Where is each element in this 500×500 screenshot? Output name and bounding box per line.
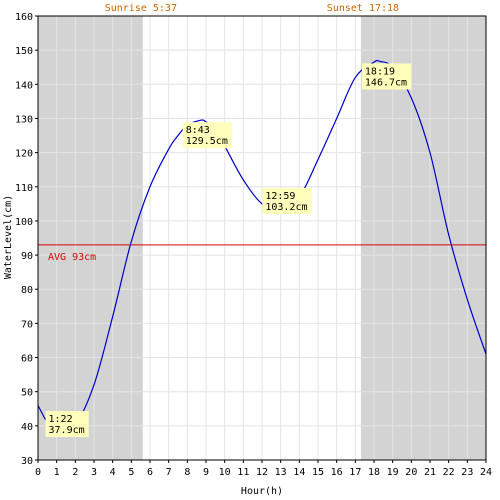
night-shade-evening — [360, 16, 486, 460]
x-tick-label: 22 — [443, 467, 455, 478]
x-tick-label: 17 — [349, 467, 361, 478]
night-shade-morning — [38, 16, 143, 460]
x-tick-label: 18 — [368, 467, 380, 478]
tide-label-time: 1:22 — [49, 414, 73, 425]
x-tick-label: 2 — [72, 467, 78, 478]
x-tick-label: 1 — [54, 467, 60, 478]
y-tick-label: 130 — [15, 114, 33, 125]
average-label: AVG 93cm — [48, 252, 96, 263]
x-tick-label: 4 — [110, 467, 116, 478]
y-tick-label: 150 — [15, 46, 33, 57]
tide-label-box — [182, 122, 233, 149]
x-tick-label: 16 — [331, 467, 343, 478]
x-tick-label: 8 — [184, 467, 190, 478]
x-tick-label: 7 — [166, 467, 172, 478]
x-tick-label: 11 — [237, 467, 249, 478]
y-tick-label: 50 — [21, 388, 33, 399]
y-tick-label: 70 — [21, 319, 33, 330]
tide-label-box — [361, 63, 412, 90]
x-tick-label: 0 — [35, 467, 41, 478]
y-tick-label: 30 — [21, 456, 33, 467]
x-axis-title: Hour(h) — [241, 486, 283, 497]
x-tick-label: 19 — [387, 467, 399, 478]
tide-label-time: 12:59 — [265, 191, 295, 202]
sunset-label: Sunset 17:18 — [327, 3, 399, 14]
x-tick-label: 15 — [312, 467, 324, 478]
tide-label-value: 103.2cm — [265, 202, 307, 213]
x-tick-label: 3 — [91, 467, 97, 478]
tide-label-time: 8:43 — [186, 125, 210, 136]
x-tick-label: 13 — [275, 467, 287, 478]
tide-label-time: 18:19 — [365, 66, 395, 77]
background-layer — [38, 16, 486, 460]
y-tick-label: 120 — [15, 149, 33, 160]
axis-layer: 0 1 2 3 4 5 6 7 8 9 10 11 12 13 14 15 16 17 18 19 20 21 22 23 24… — [15, 12, 492, 478]
tide-label-value: 129.5cm — [186, 136, 228, 147]
x-tick-label: 23 — [461, 467, 473, 478]
y-tick-label: 160 — [15, 12, 33, 23]
y-tick-label: 60 — [21, 354, 33, 365]
y-tick-label: 90 — [21, 251, 33, 262]
x-tick-label: 21 — [424, 467, 436, 478]
tide-label-value: 37.9cm — [49, 425, 85, 436]
x-tick-label: 10 — [219, 467, 231, 478]
y-tick-label: 140 — [15, 80, 33, 91]
y-tick-label: 110 — [15, 183, 33, 194]
y-tick-label: 80 — [21, 285, 33, 296]
sunrise-label: Sunrise 5:37 — [105, 3, 177, 14]
x-tick-label: 24 — [480, 467, 492, 478]
average-layer: AVG 93cm — [38, 244, 486, 263]
x-tick-label: 9 — [203, 467, 209, 478]
y-tick-label: 100 — [15, 217, 33, 228]
x-tick-label: 12 — [256, 467, 268, 478]
x-tick-label: 6 — [147, 467, 153, 478]
x-tick-label: 5 — [128, 467, 134, 478]
y-tick-label: 40 — [21, 422, 33, 433]
tide-label-box — [262, 187, 312, 214]
x-tick-label: 14 — [293, 467, 305, 478]
y-axis-title: WaterLevel(cm) — [3, 195, 14, 279]
tide-label-value: 146.7cm — [365, 77, 407, 88]
x-tick-label: 20 — [405, 467, 417, 478]
tide-label-box — [45, 411, 89, 438]
